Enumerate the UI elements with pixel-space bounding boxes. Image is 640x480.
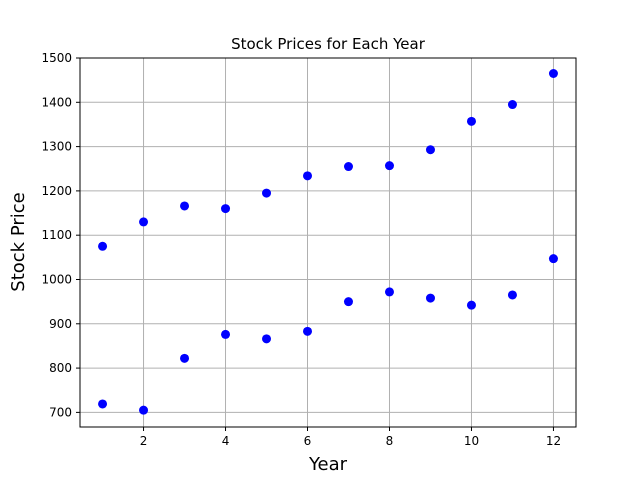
- ticks-layer: 2 4 6 8 10 12 700 800 900 1000 1100 1200 1300 1400 150…: [41, 51, 561, 448]
- data-point: [466, 300, 476, 310]
- data-point: [221, 204, 231, 214]
- x-tick-label: 4: [222, 434, 230, 448]
- data-point: [303, 171, 313, 181]
- data-point: [180, 353, 190, 363]
- y-tick-label: 1400: [41, 95, 72, 109]
- y-tick-label: 1500: [41, 51, 72, 65]
- data-point: [180, 201, 190, 211]
- x-tick-label: 2: [140, 434, 148, 448]
- data-point: [466, 116, 476, 126]
- data-point: [303, 326, 313, 336]
- data-point: [343, 162, 353, 172]
- data-point: [548, 69, 558, 79]
- data-point: [98, 241, 108, 251]
- x-tick-label: 12: [546, 434, 561, 448]
- x-tick-label: 8: [386, 434, 394, 448]
- y-tick-label: 1100: [41, 228, 72, 242]
- y-tick-label: 1200: [41, 184, 72, 198]
- y-axis-label: Stock Price: [8, 192, 29, 291]
- data-point: [384, 287, 394, 297]
- y-tick-label: 1000: [41, 272, 72, 286]
- plot-frame: [79, 57, 577, 428]
- data-point: [139, 217, 149, 227]
- data-point: [384, 161, 394, 171]
- x-tick-label: 6: [304, 434, 312, 448]
- data-point: [425, 293, 435, 303]
- data-point: [548, 254, 558, 264]
- data-point: [98, 399, 108, 409]
- data-point: [262, 334, 272, 344]
- data-point: [507, 100, 517, 110]
- y-tick-label: 800: [49, 361, 72, 375]
- x-axis-label: Year: [308, 454, 348, 475]
- data-point: [507, 290, 517, 300]
- grid-layer: [80, 57, 576, 427]
- data-point: [343, 297, 353, 307]
- y-tick-label: 900: [49, 317, 72, 331]
- data-point: [262, 188, 272, 198]
- points-layer: [98, 69, 558, 415]
- chart-title: Stock Prices for Each Year: [231, 35, 426, 53]
- y-tick-label: 1300: [41, 140, 72, 154]
- data-point: [221, 329, 231, 339]
- x-tick-label: 10: [464, 434, 479, 448]
- data-point: [425, 145, 435, 155]
- y-tick-label: 700: [49, 405, 72, 419]
- data-point: [139, 405, 149, 415]
